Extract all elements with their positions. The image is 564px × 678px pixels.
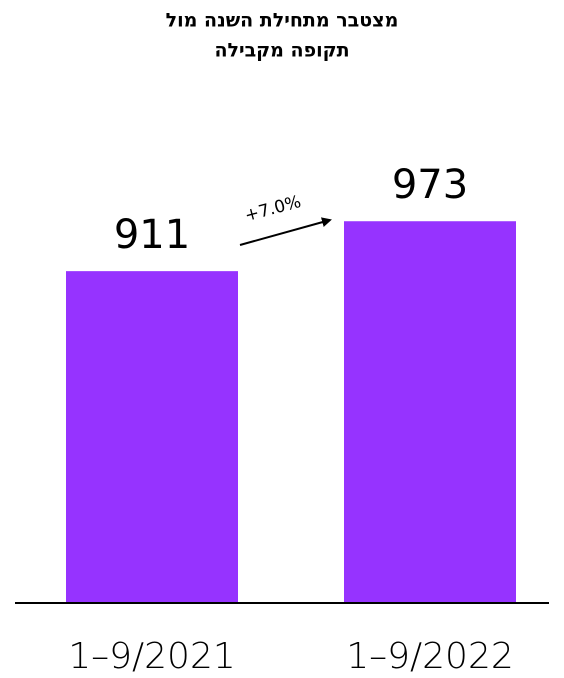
x-tick-label: 1–9/2022 [346,636,514,677]
annotation: +7.0% [243,192,304,226]
bar [66,271,238,602]
bar [344,221,516,603]
chart-title: מצטבר מתחילת השנה מול [166,10,399,32]
value-label: 973 [392,162,468,208]
x-tick-label: 1–9/2021 [68,636,236,677]
value-label: 911 [114,212,190,258]
arrow [239,217,332,246]
chart-title: תקופה מקבילה [214,40,349,62]
